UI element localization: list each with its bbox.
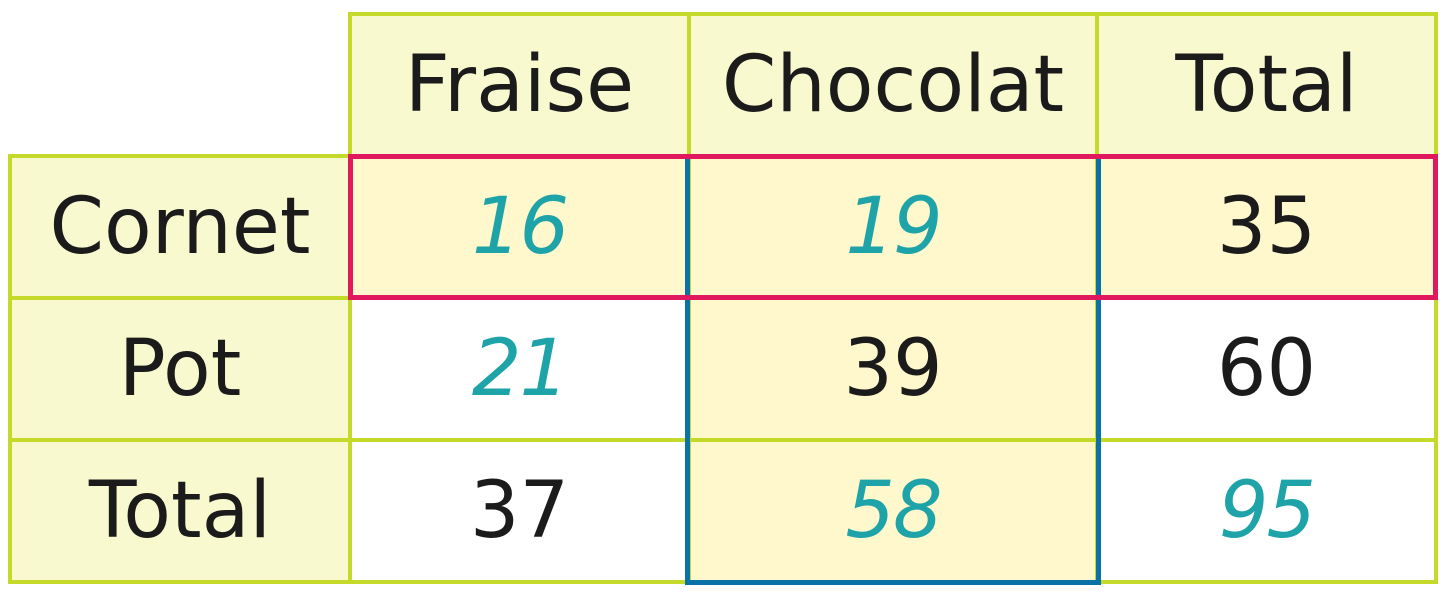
cell-total-chocolat: 58 (687, 438, 1099, 584)
cell-value: 95 (1218, 466, 1316, 556)
column-header-chocolat: Chocolat (687, 12, 1099, 158)
cell-value: 39 (843, 324, 943, 414)
column-header-label: Total (1175, 40, 1358, 130)
row-header-label: Cornet (49, 182, 311, 272)
column-header-label: Fraise (404, 40, 635, 130)
cell-value: 58 (845, 466, 942, 556)
cell-value: 35 (1216, 182, 1317, 272)
row-header-pot: Pot (8, 296, 352, 442)
row-header-label: Total (88, 466, 272, 556)
cell-cornet-fraise: 16 (348, 154, 691, 300)
row-header-label: Pot (118, 324, 242, 414)
cell-value: 19 (845, 182, 942, 272)
cell-value: 60 (1216, 324, 1317, 414)
cell-value: 16 (471, 182, 569, 272)
row-header-total: Total (8, 438, 352, 584)
column-header-fraise: Fraise (348, 12, 691, 158)
cell-total-fraise: 37 (348, 438, 691, 584)
cell-total-total: 95 (1095, 438, 1438, 584)
cell-value: 37 (469, 466, 570, 556)
column-header-label: Chocolat (721, 40, 1065, 130)
cell-value: 21 (471, 324, 569, 414)
cell-pot-total: 60 (1095, 296, 1438, 442)
cell-cornet-chocolat: 19 (687, 154, 1099, 300)
cell-cornet-total: 35 (1095, 154, 1438, 300)
row-header-cornet: Cornet (8, 154, 352, 300)
cell-pot-chocolat: 39 (687, 296, 1099, 442)
column-header-total: Total (1095, 12, 1438, 158)
cell-pot-fraise: 21 (348, 296, 691, 442)
